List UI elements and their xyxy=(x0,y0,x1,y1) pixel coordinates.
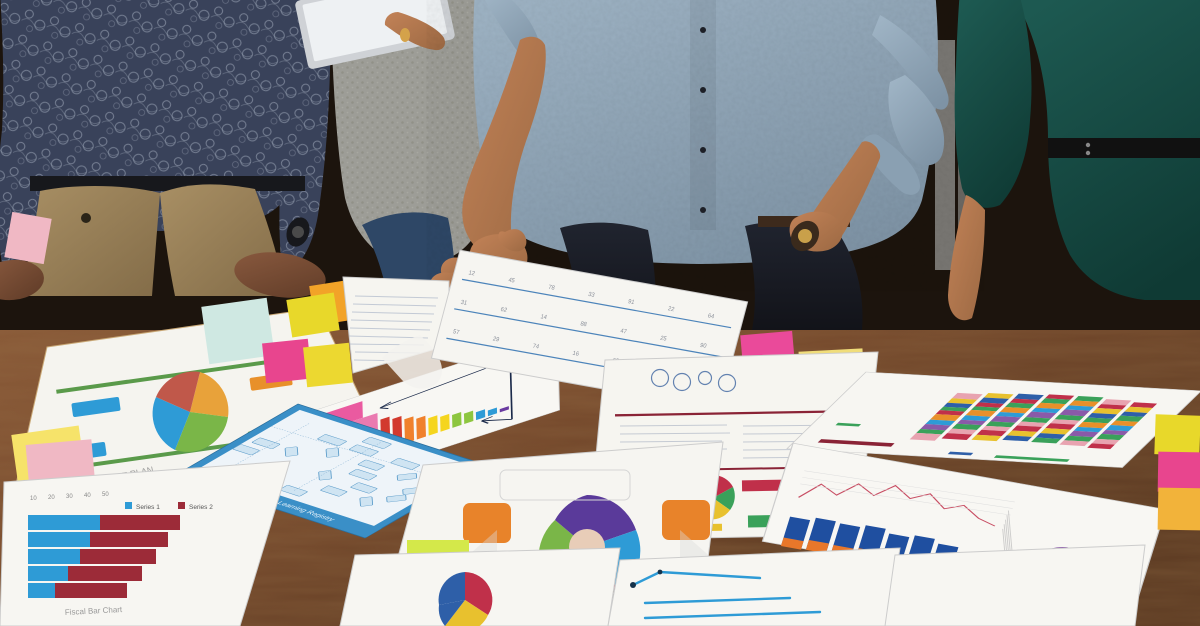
svg-text:20: 20 xyxy=(48,495,55,501)
svg-text:10: 10 xyxy=(30,496,37,502)
svg-text:Series 1: Series 1 xyxy=(136,504,160,511)
svg-text:30: 30 xyxy=(66,494,73,500)
svg-text:Series 2: Series 2 xyxy=(189,504,213,511)
svg-text:40: 40 xyxy=(84,493,91,499)
svg-text:50: 50 xyxy=(102,492,109,498)
